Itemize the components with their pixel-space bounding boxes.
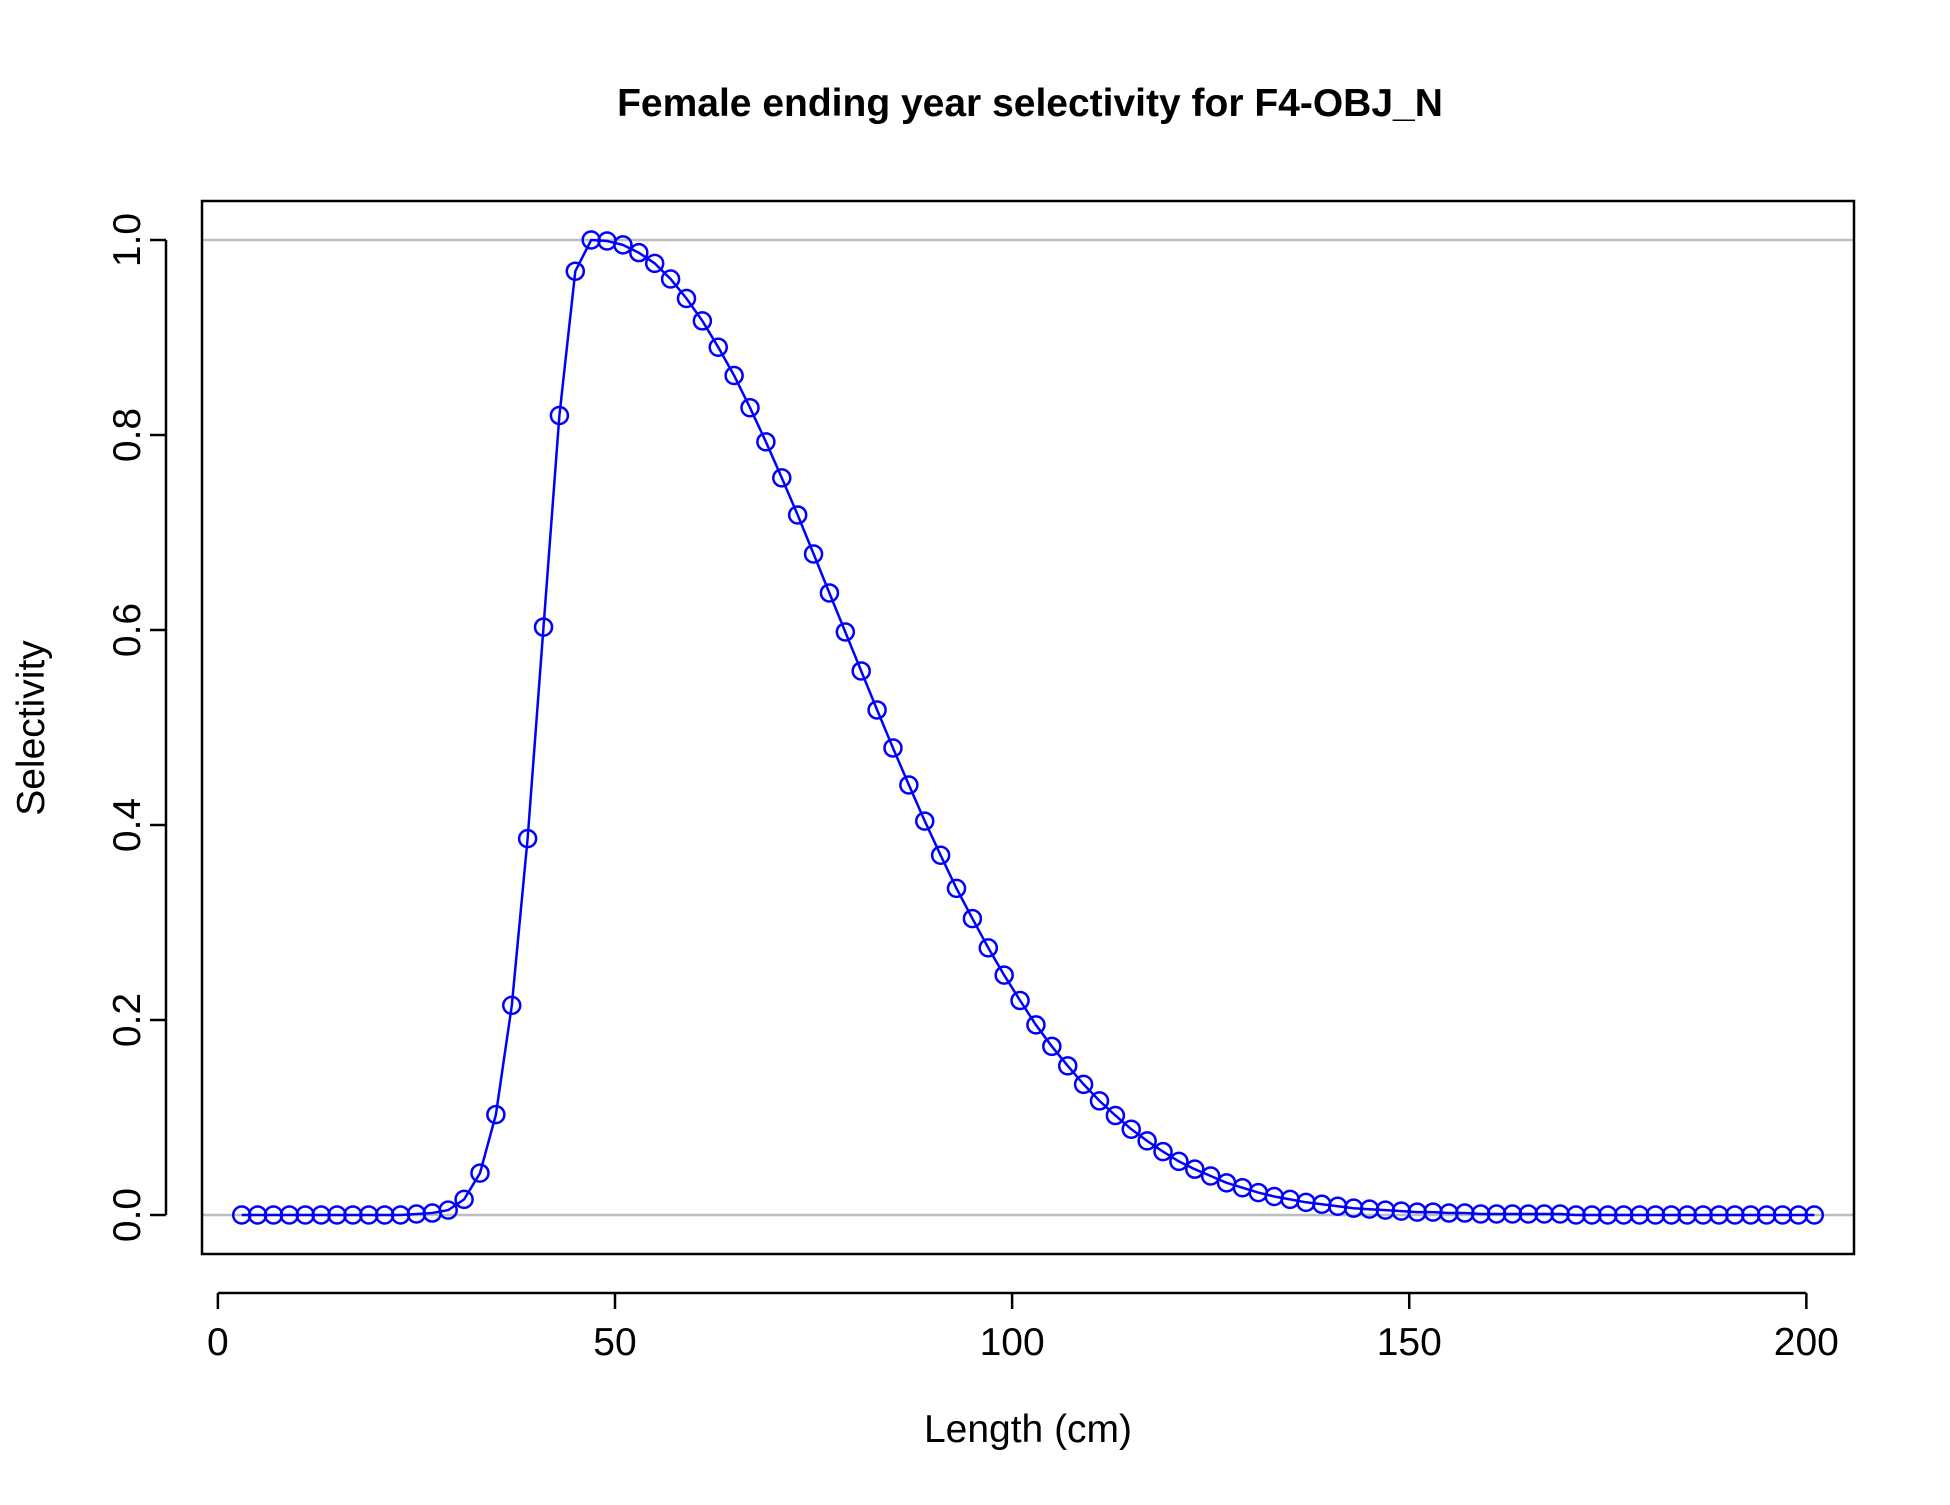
data-point	[1073, 1074, 1094, 1095]
data-point	[1200, 1166, 1221, 1186]
data-point	[867, 700, 887, 720]
data-point	[692, 311, 713, 331]
x-axis: 0 50 100 150 200	[207, 1291, 1839, 1364]
data-point	[772, 468, 792, 488]
x-tick-label: 100	[980, 1321, 1045, 1364]
y-tick-label: 0.0	[106, 1188, 149, 1242]
data-point	[1137, 1131, 1157, 1151]
data-point	[708, 337, 728, 357]
data-point	[930, 845, 951, 865]
data-point	[1026, 1015, 1046, 1035]
y-tick-label: 0.6	[106, 603, 149, 657]
data-point	[1042, 1036, 1062, 1057]
data-point	[724, 365, 744, 386]
x-tick-label: 150	[1377, 1321, 1442, 1364]
data-point	[915, 811, 935, 831]
data-point	[835, 622, 856, 642]
y-axis-label: Selectivity	[10, 640, 53, 816]
data-point	[517, 828, 538, 849]
data-point	[454, 1189, 474, 1210]
y-tick-label: 1.0	[106, 213, 149, 267]
y-tick-label: 0.2	[106, 993, 149, 1047]
data-point	[1121, 1119, 1141, 1139]
data-point	[1105, 1105, 1126, 1126]
data-point	[899, 775, 919, 795]
data-point	[502, 995, 522, 1016]
data-point	[533, 617, 554, 637]
data-point	[1804, 1205, 1825, 1225]
data-point	[1010, 990, 1030, 1011]
data-point	[644, 253, 665, 274]
data-point	[803, 544, 824, 564]
data-point	[1169, 1151, 1189, 1172]
data-point	[819, 583, 840, 603]
data-point	[438, 1200, 458, 1220]
x-tick-label: 50	[593, 1321, 636, 1364]
data-point	[946, 878, 967, 899]
data-point	[613, 235, 633, 255]
data-point	[676, 288, 697, 309]
data-point	[1057, 1056, 1078, 1076]
data-point	[629, 242, 649, 263]
series-line-0	[241, 238, 1815, 1217]
data-point	[740, 397, 760, 418]
data-point	[851, 661, 871, 681]
data-point	[470, 1163, 490, 1183]
data-point	[1153, 1141, 1173, 1162]
reference-lines	[202, 238, 1854, 1217]
y-tick-label: 0.8	[106, 408, 149, 462]
y-axis: 0.0 0.2 0.4 0.6 0.8 1.0	[106, 213, 168, 1242]
data-point	[962, 908, 983, 929]
series-layer	[231, 230, 1825, 1225]
data-point	[978, 938, 999, 958]
y-tick-label: 0.4	[106, 798, 149, 852]
plot-frame	[200, 199, 1856, 1256]
x-tick-label: 0	[207, 1321, 229, 1364]
data-point	[565, 261, 586, 281]
data-point	[486, 1104, 506, 1125]
data-point	[1089, 1091, 1110, 1111]
x-tick-label: 200	[1774, 1321, 1839, 1364]
data-point	[787, 505, 808, 525]
data-point	[1185, 1159, 1205, 1179]
chart-title: Female ending year selectivity for F4-OB…	[617, 82, 1443, 125]
data-point	[756, 432, 776, 452]
x-axis-label: Length (cm)	[924, 1408, 1132, 1451]
data-point	[660, 269, 681, 289]
data-point	[994, 965, 1014, 985]
data-point	[883, 738, 903, 758]
data-point	[549, 405, 570, 426]
